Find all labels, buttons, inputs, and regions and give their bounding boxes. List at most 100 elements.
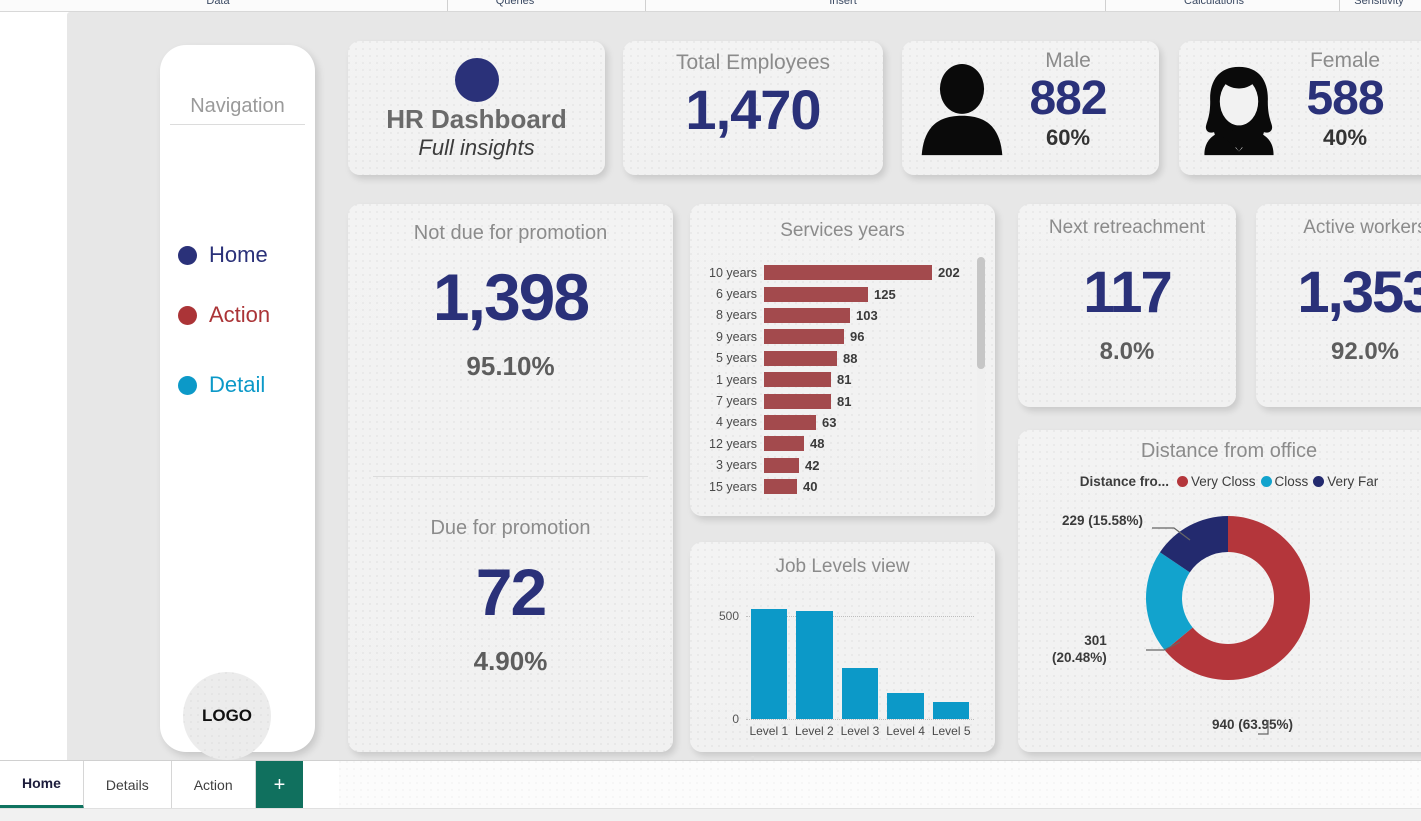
bar-category-label: 1 years — [716, 372, 757, 387]
kpi-percent: 4.90% — [473, 646, 548, 676]
legend-swatch-icon — [1260, 476, 1272, 487]
donut-svg — [1146, 516, 1310, 680]
legend-item[interactable]: Very Closs — [1176, 474, 1256, 489]
bar-category-label: 8 years — [716, 308, 757, 323]
services-years-row[interactable]: 8 years 103 — [702, 305, 974, 326]
sidebar-item-detail[interactable]: Detail — [178, 368, 308, 402]
kpi-female: Female 588 40% — [1179, 41, 1421, 175]
bar-value-label: 42 — [805, 457, 820, 473]
services-years-row[interactable]: 5 years 88 — [702, 348, 974, 369]
bar-category-label: 7 years — [716, 394, 757, 409]
bar-value-label: 96 — [850, 329, 865, 345]
status-bar — [0, 808, 1421, 821]
bar — [764, 393, 831, 409]
donut-slice[interactable] — [1159, 516, 1228, 573]
sheet-tab-home[interactable]: Home — [0, 761, 84, 809]
sidebar-item-label-home: Home — [209, 242, 268, 267]
kpi-active-workers: Active workers 1,353 92.0% — [1256, 204, 1421, 407]
kpi-label: Active workers — [1303, 217, 1421, 238]
donut-data-label: 940 (63.95%) — [1212, 717, 1294, 732]
brand-circle-icon — [454, 58, 499, 102]
services-years-row[interactable]: 6 years 125 — [702, 283, 974, 304]
detail-dot-icon — [178, 375, 197, 395]
bar — [764, 329, 844, 345]
bar — [764, 479, 797, 495]
legend-swatch-icon — [1176, 476, 1188, 487]
kpi-label: Female — [1309, 49, 1381, 72]
sheet-tabs: Home Details Action + — [0, 761, 304, 809]
bar — [764, 350, 837, 366]
services-years-row[interactable]: 1 years 81 — [702, 369, 974, 390]
services-years-row[interactable]: 3 years 42 — [702, 455, 974, 476]
y-axis-tick: 0 — [732, 712, 739, 726]
kpi-female-body: Female 588 40% — [1270, 49, 1420, 151]
kpi-value: 1,398 — [432, 260, 590, 334]
scrollbar-thumb[interactable] — [977, 257, 985, 369]
sidebar-item-label-detail: Detail — [209, 372, 266, 397]
legend-title: Distance fro... — [1079, 474, 1169, 489]
kpi-due-for-promotion: Due for promotion 72 4.90% — [348, 517, 673, 677]
sidebar-item-home[interactable]: Home — [178, 238, 308, 272]
kpi-percent: 60% — [1045, 125, 1091, 150]
services-years-row[interactable]: 7 years 81 — [702, 390, 974, 411]
ribbon-group-insert[interactable]: Insert — [829, 0, 857, 7]
left-gutter — [0, 12, 67, 760]
page-subtitle: Full insights — [418, 135, 535, 160]
services-years-chart-card: Services years 10 years 202 6 years 125 8 ye… — [690, 204, 995, 516]
services-years-row[interactable]: 9 years 96 — [702, 326, 974, 347]
promotion-card: Not due for promotion 1,398 95.10% Due f… — [348, 204, 673, 752]
bar-value-label: 40 — [803, 479, 818, 495]
y-axis-tick: 500 — [718, 609, 739, 624]
ribbon-group-data[interactable]: Data — [206, 0, 230, 7]
bar-category-label: 15 years — [709, 479, 757, 494]
ribbon-separator — [645, 0, 646, 11]
sheet-tab-bar: Home Details Action + — [0, 760, 1421, 821]
kpi-value: 117 — [1083, 260, 1173, 325]
x-axis-tick: Level 3 — [840, 724, 880, 738]
kpi-male-body: Male 882 60% — [993, 49, 1143, 151]
ribbon-group-sensitivity[interactable]: Sensitivity — [1354, 0, 1404, 7]
home-dot-icon — [178, 245, 197, 265]
bar-value-label: 125 — [874, 286, 896, 302]
bar[interactable] — [887, 693, 924, 719]
kpi-percent: 8.0% — [1099, 338, 1155, 365]
sheet-tab-details[interactable]: Details — [83, 761, 172, 809]
donut-slice[interactable] — [1146, 552, 1193, 651]
services-years-row[interactable]: 12 years 48 — [702, 433, 974, 454]
navigation-divider — [170, 124, 305, 125]
bar[interactable] — [841, 668, 879, 719]
ribbon-group-queries[interactable]: Queries — [495, 0, 535, 7]
services-years-row[interactable]: 15 years 40 — [702, 476, 974, 497]
chart-title: Job Levels view — [775, 556, 910, 577]
ribbon-separator — [447, 0, 448, 11]
legend-item[interactable]: Closs — [1260, 474, 1308, 489]
bar — [764, 307, 850, 323]
donut-slice[interactable] — [1164, 516, 1310, 680]
ribbon-group-calculations[interactable]: Calculations — [1184, 0, 1244, 7]
add-sheet-button[interactable]: + — [255, 761, 304, 809]
x-axis-tick: Level 2 — [795, 724, 834, 738]
x-axis-tick: Level 1 — [749, 724, 789, 738]
services-years-scrollbar[interactable] — [977, 257, 985, 507]
sidebar-item-action[interactable]: Action — [178, 298, 308, 332]
logo-placeholder: LOGO — [183, 672, 271, 760]
kpi-next-retrenchment: Next retreachment 117 8.0% — [1018, 204, 1236, 407]
kpi-percent: 92.0% — [1330, 338, 1400, 365]
bar[interactable] — [932, 702, 970, 719]
gridline: 500 — [719, 609, 974, 623]
bar — [764, 372, 831, 388]
services-years-row[interactable]: 10 years 202 — [702, 262, 974, 283]
dashboard-canvas: Navigation Home Action Detail LOGO HR Da… — [67, 12, 1421, 812]
bar[interactable] — [750, 609, 788, 719]
job-levels-plot: 0 500 Level 1 Level 2 Level 3 Level 4 Level 5 — [719, 604, 974, 738]
bar[interactable] — [796, 611, 833, 719]
donut-plot: 229 (15.58%) 301 (20.48%) 940 (63.95%) — [1052, 498, 1328, 735]
sheet-tab-action[interactable]: Action — [171, 761, 256, 809]
kpi-not-due-for-promotion: Not due for promotion 1,398 95.10% — [348, 222, 673, 382]
bar-category-label: 12 years — [709, 436, 757, 451]
services-years-row[interactable]: 4 years 63 — [702, 412, 974, 433]
legend-item[interactable]: Very Far — [1313, 474, 1378, 489]
bar-value-label: 202 — [938, 265, 960, 281]
sheet-bar-empty-area — [339, 761, 1421, 809]
promotion-divider — [373, 476, 648, 477]
